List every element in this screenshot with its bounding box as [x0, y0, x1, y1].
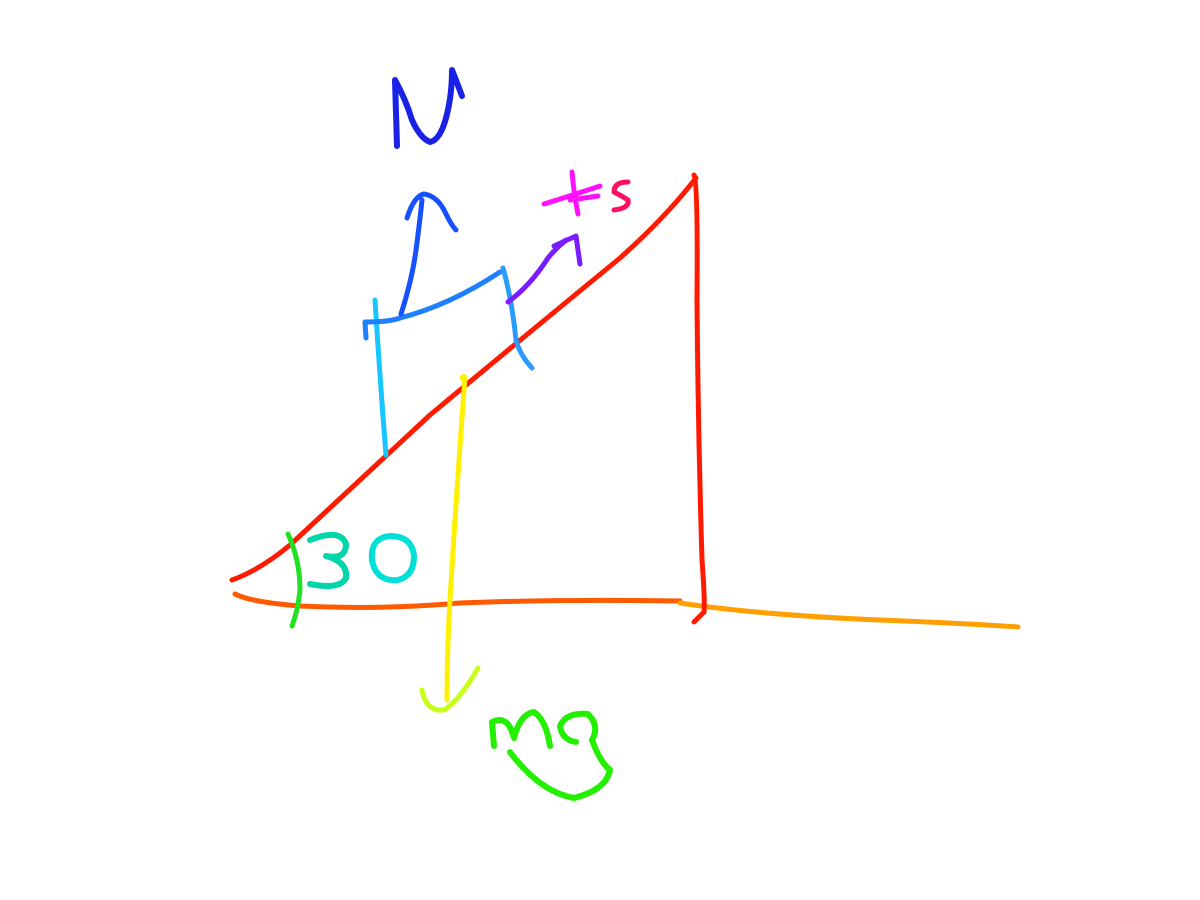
- ground-line-left: [232, 591, 683, 610]
- block-left-side: [372, 297, 389, 458]
- block-right-side: [500, 265, 535, 371]
- ground-line-right: [677, 600, 1021, 630]
- weight-arrowhead: [419, 665, 481, 713]
- angle-label: [307, 531, 417, 589]
- angle-arc: [285, 531, 303, 629]
- incline-vertical-side: [691, 172, 707, 625]
- weight-label: [489, 709, 613, 801]
- normal-force-label: [392, 67, 465, 149]
- friction-label: [541, 169, 631, 217]
- friction-arrow: [505, 237, 569, 305]
- normal-force-arrow: [398, 197, 425, 317]
- incline-slope: [229, 175, 699, 583]
- normal-force-arrowhead: [404, 191, 459, 233]
- block-top-side: [362, 269, 503, 341]
- weight-arrow: [444, 374, 468, 703]
- friction-arrowhead: [551, 233, 583, 267]
